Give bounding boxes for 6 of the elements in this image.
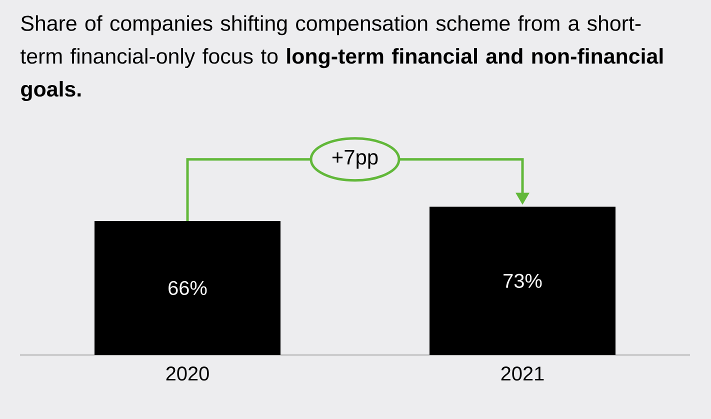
data-label: 73% <box>504 274 542 288</box>
text: +7pp <box>332 150 378 169</box>
data-label: 66% <box>168 280 207 296</box>
x-tick-label: 2021 <box>501 366 544 381</box>
x-tick-label: 2020 <box>166 366 209 381</box>
chart-title: Share of companies shifting compensation scheme from a short-term financial-only focus to long-term financial and non-financial goals. <box>20 15 663 102</box>
